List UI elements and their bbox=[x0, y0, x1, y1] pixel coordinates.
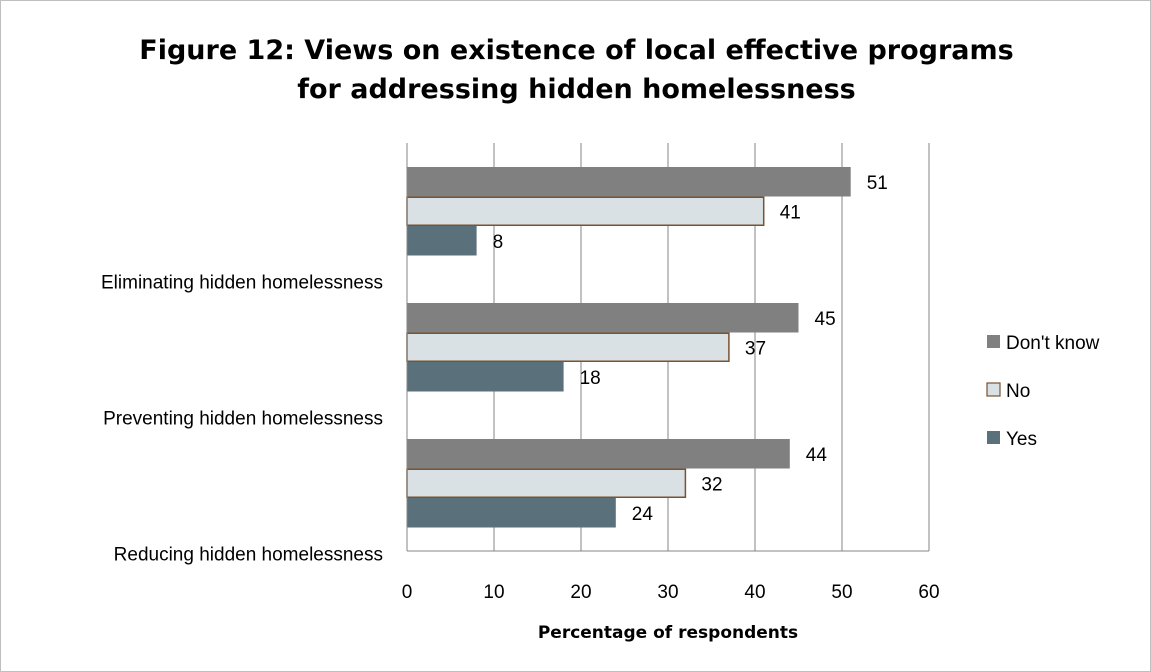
data-label-yes-1: 18 bbox=[580, 368, 601, 389]
data-labels: 51 41 8 45 37 18 44 32 24 bbox=[493, 173, 888, 525]
x-tick-label-10: 10 bbox=[483, 582, 504, 603]
bars bbox=[406, 167, 851, 528]
category-labels: Eliminating hidden homelessness Preventin… bbox=[101, 273, 383, 566]
bar-don-t-know-1 bbox=[407, 303, 799, 333]
legend-label-yes: Yes bbox=[1006, 429, 1037, 450]
category-label-0: Eliminating hidden homelessness bbox=[101, 273, 383, 294]
legend: Don't know No Yes bbox=[986, 333, 1100, 450]
chart-title-line-2: for addressing hidden homelessness bbox=[297, 74, 856, 105]
axes bbox=[406, 143, 929, 552]
legend-label-don-t-know: Don't know bbox=[1006, 333, 1100, 354]
bar-no-1 bbox=[406, 332, 730, 362]
legend-swatch-don-t-know bbox=[987, 335, 1000, 348]
x-axis-label: Percentage of respondents bbox=[538, 623, 798, 643]
bar-yes-0 bbox=[407, 226, 477, 256]
bar-yes-1 bbox=[407, 362, 564, 392]
data-label-yes-0: 8 bbox=[493, 232, 504, 253]
legend-swatch-no bbox=[986, 382, 1001, 397]
data-label-don-t-know-1: 45 bbox=[815, 309, 836, 330]
bar-no-2 bbox=[406, 468, 687, 498]
category-label-1: Preventing hidden homelessness bbox=[103, 409, 383, 430]
bar-no-0 bbox=[406, 196, 765, 226]
data-label-no-0: 41 bbox=[780, 202, 801, 223]
bar-don-t-know-0 bbox=[407, 167, 851, 197]
chart-title: Figure 12: Views on existence of local e… bbox=[1, 31, 1151, 109]
legend-label-no: No bbox=[1006, 381, 1030, 402]
legend-swatch-yes bbox=[987, 431, 1000, 444]
x-tick-labels: 0 10 20 30 40 50 60 bbox=[402, 582, 940, 603]
data-label-yes-2: 24 bbox=[632, 504, 654, 525]
data-label-don-t-know-2: 44 bbox=[806, 445, 828, 466]
chart-title-line-1: Figure 12: Views on existence of local e… bbox=[139, 35, 1014, 66]
data-label-no-2: 32 bbox=[701, 474, 722, 495]
category-label-2: Reducing hidden homelessness bbox=[114, 545, 383, 566]
x-tick-label-40: 40 bbox=[744, 582, 765, 603]
x-tick-label-0: 0 bbox=[402, 582, 413, 603]
bar-don-t-know-2 bbox=[407, 439, 790, 469]
x-tick-label-20: 20 bbox=[570, 582, 591, 603]
data-label-don-t-know-0: 51 bbox=[867, 173, 888, 194]
x-tick-label-60: 60 bbox=[918, 582, 939, 603]
bar-yes-2 bbox=[407, 498, 616, 528]
x-tick-label-50: 50 bbox=[831, 582, 852, 603]
x-tick-label-30: 30 bbox=[657, 582, 678, 603]
data-label-no-1: 37 bbox=[745, 338, 766, 359]
